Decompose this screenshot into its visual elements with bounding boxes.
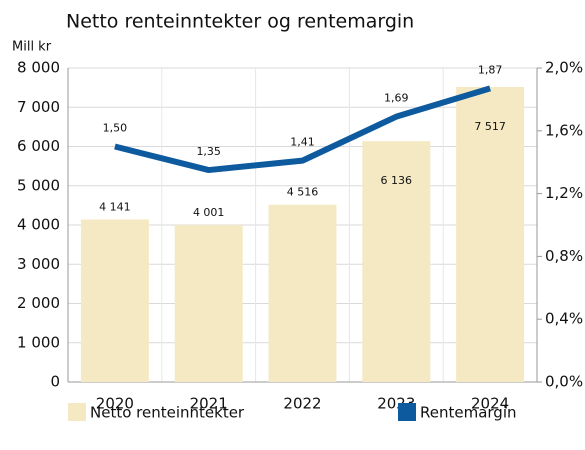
y-tick-label: 8 000 [17, 59, 60, 77]
bar-label: 4 141 [99, 200, 131, 213]
bar [174, 224, 243, 382]
y2-tick-label: 0,4% [545, 310, 583, 328]
x-tick-label: 2022 [283, 395, 321, 413]
y2-tick-label: 0,8% [545, 247, 583, 265]
y-tick-label: 1 000 [17, 333, 60, 351]
y-tick-label: 0 [50, 373, 60, 391]
line-label: 1,87 [478, 63, 503, 76]
y2-tick-label: 1,6% [545, 121, 583, 139]
bar [456, 86, 525, 382]
legend-swatch [68, 403, 86, 421]
x-tick-label: 2021 [190, 395, 228, 413]
y-tick-label: 7 000 [17, 98, 60, 116]
chart-title: Netto renteinntekter og rentemargin [66, 11, 414, 33]
y2-tick-label: 2,0% [545, 59, 583, 77]
y-tick-label: 3 000 [17, 255, 60, 273]
bar [362, 141, 431, 382]
y2-tick-label: 0,0% [545, 373, 583, 391]
y-tick-label: 6 000 [17, 137, 60, 155]
bar-label: 7 517 [474, 120, 506, 133]
y-tick-label: 5 000 [17, 176, 60, 194]
legend-swatch [398, 403, 416, 421]
line-label: 1,35 [196, 145, 221, 158]
bar-label: 4 516 [287, 186, 319, 199]
x-tick-label: 2024 [471, 395, 509, 413]
x-tick-label: 2020 [96, 395, 134, 413]
legend-label: Netto renteinntekter [90, 404, 245, 422]
y-tick-label: 2 000 [17, 294, 60, 312]
line-label: 1,69 [384, 92, 409, 105]
line-label: 1,41 [290, 136, 315, 149]
y-tick-label: 4 000 [17, 216, 60, 234]
bar-label: 4 001 [193, 206, 225, 219]
line-label: 1,50 [103, 122, 128, 135]
bar [268, 204, 337, 382]
bar [80, 219, 149, 382]
y-axis-label: Mill kr [12, 40, 52, 55]
bar-label: 6 136 [381, 174, 413, 187]
y2-tick-label: 1,2% [545, 184, 583, 202]
legend-label: Rentemargin [420, 404, 517, 422]
line [114, 85, 491, 174]
